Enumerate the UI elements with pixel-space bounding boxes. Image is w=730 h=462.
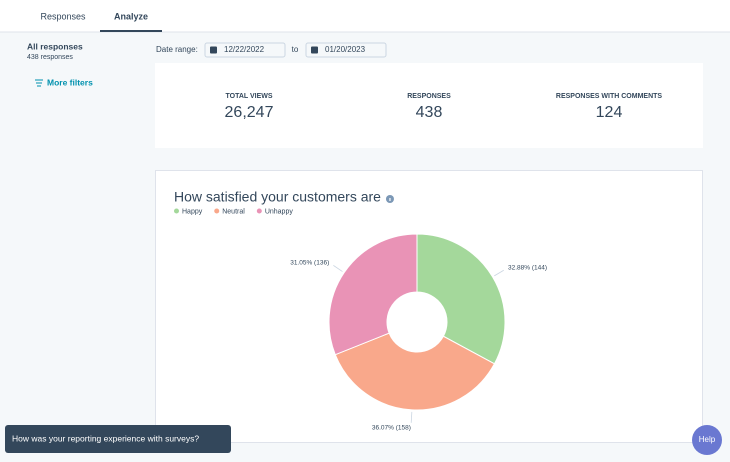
sidebar-subtitle: 438 responses	[27, 54, 73, 61]
donut-slice	[416, 233, 506, 365]
sidebar-title: All responses	[27, 41, 83, 51]
legend-label: Neutral	[222, 208, 245, 215]
stat-value: 124	[596, 104, 623, 121]
date-input[interactable]	[305, 42, 387, 58]
feedback-text[interactable]: How was your reporting experience with s…	[12, 433, 199, 443]
filter-icon	[35, 79, 43, 87]
date-end[interactable]: 01/20/2023	[325, 45, 366, 54]
stat-label: RESPONSES	[407, 93, 451, 100]
date-range-label: Date range:	[156, 45, 198, 54]
donut-slice	[328, 233, 418, 356]
date-input[interactable]	[204, 42, 286, 58]
legend-swatch	[174, 208, 179, 214]
stat-value: 438	[416, 104, 443, 121]
legend-label: Happy	[182, 208, 203, 215]
more-filters-link[interactable]: More filters	[47, 77, 93, 87]
donut-slice	[334, 332, 496, 411]
tab-underline	[100, 30, 162, 32]
calendar-icon	[210, 46, 217, 54]
tab-active[interactable]: Analyze	[114, 11, 148, 21]
stat-label: TOTAL VIEWS	[225, 93, 272, 100]
tab[interactable]: Responses	[40, 11, 86, 21]
feedback-banner[interactable]	[5, 425, 231, 453]
stat-value: 26,247	[225, 104, 274, 121]
legend-swatch	[214, 208, 220, 214]
chart-title: How satisfied your customers are	[174, 189, 381, 205]
leader-line	[410, 411, 413, 423]
tab-bar	[0, 0, 730, 32]
data-label: 32.88% (144)	[508, 264, 547, 271]
donut-chart: Happy Neutral Unhappy 32.88% (144) 36.07% (1…	[174, 208, 547, 432]
legend-label: Unhappy	[265, 208, 294, 215]
help-button[interactable]	[692, 425, 722, 455]
legend-swatch	[256, 208, 262, 214]
data-label: 31.05% (136)	[290, 259, 329, 266]
leader-line	[494, 269, 504, 277]
help-label[interactable]: Help	[699, 435, 716, 444]
date-separator: to	[292, 45, 299, 54]
data-label: 36.07% (158)	[372, 425, 411, 432]
stat-label: RESPONSES WITH COMMENTS	[556, 93, 663, 100]
info-icon[interactable]	[385, 195, 394, 203]
stats-card	[155, 63, 703, 148]
leader-line	[333, 265, 343, 272]
date-start[interactable]: 12/22/2022	[224, 45, 265, 54]
calendar-icon	[311, 46, 318, 54]
